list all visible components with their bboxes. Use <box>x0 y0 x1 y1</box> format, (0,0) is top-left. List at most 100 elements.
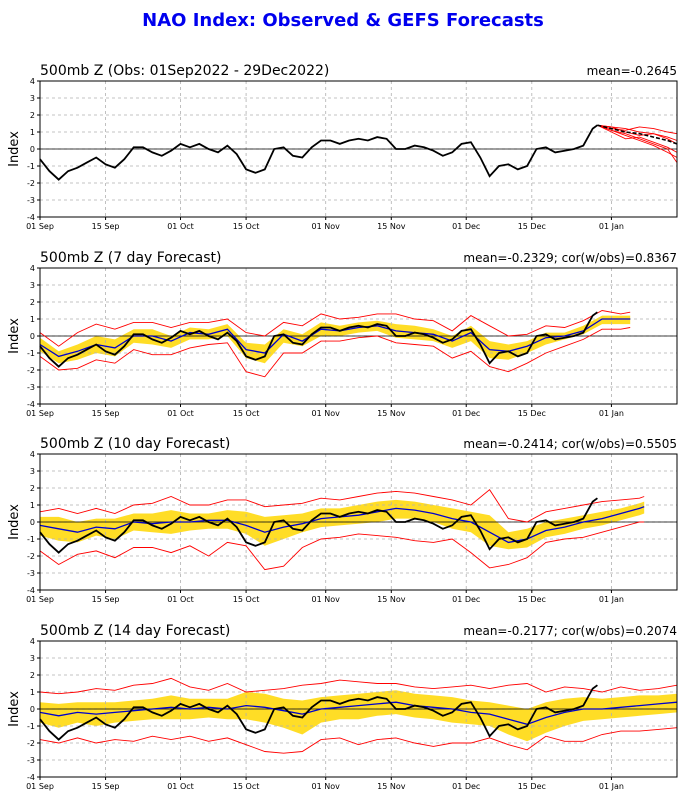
y-tick-label: -1 <box>27 162 35 171</box>
observed-line <box>39 497 598 554</box>
y-tick-label: 3 <box>30 281 35 290</box>
member-line <box>597 124 678 153</box>
y-tick-label: 4 <box>30 450 35 459</box>
y-tick-label: 3 <box>30 94 35 103</box>
chart-panel-4: -4 -3 -2 -1 0 1 2 3 4 01 Sep 15 Sep 01 Oct 15 Oct 01 … <box>7 623 678 791</box>
y-tick-label: -2 <box>27 179 35 188</box>
x-tick-label: 15 Oct <box>233 595 260 604</box>
x-tick-label: 01 Jan <box>599 409 624 418</box>
x-tick-label: 15 Nov <box>377 409 406 418</box>
x-tick-label: 15 Nov <box>377 222 406 231</box>
x-tick-label: 15 Nov <box>377 782 406 791</box>
x-tick-label: 01 Oct <box>167 409 194 418</box>
y-tick-label: -4 <box>27 400 35 409</box>
ensemble-spread-band <box>40 315 631 364</box>
y-axis-label: Index <box>7 504 22 540</box>
x-tick-label: 15 Oct <box>233 409 260 418</box>
y-tick-label: 4 <box>30 264 35 273</box>
panel-title: 500mb Z (10 day Forecast) <box>40 436 230 452</box>
y-tick-label: -3 <box>27 196 35 205</box>
y-tick-label: -4 <box>27 586 35 595</box>
y-tick-label: 2 <box>30 111 35 120</box>
y-tick-label: 3 <box>30 654 35 663</box>
y-tick-label: 2 <box>30 298 35 307</box>
x-tick-label: 15 Sep <box>92 409 120 418</box>
x-tick-label: 15 Oct <box>233 222 260 231</box>
y-tick-label: 0 <box>30 518 35 527</box>
panel-stats: mean=-0.2414; cor(w/obs)=0.5505 <box>463 437 677 451</box>
member-line <box>597 124 678 158</box>
page-title: NAO Index: Observed & GEFS Forecasts <box>142 10 544 31</box>
x-tick-label: 01 Nov <box>312 222 341 231</box>
y-tick-label: 4 <box>30 637 35 646</box>
y-tick-label: -2 <box>27 739 35 748</box>
chart-panel-3: -4 -3 -2 -1 0 1 2 3 4 01 Sep 15 Sep 01 Oct 15 Oct 01 … <box>7 436 678 604</box>
x-tick-label: 15 Sep <box>92 595 120 604</box>
chart-panel-2: -4 -3 -2 -1 0 1 2 3 4 01 Sep 15 Sep 01 Oct 15 Oct 01 … <box>7 250 678 418</box>
y-tick-label: -1 <box>27 722 35 731</box>
forecast-mean-line <box>39 506 645 544</box>
y-tick-label: -4 <box>27 213 35 222</box>
x-tick-label: 01 Sep <box>26 409 54 418</box>
members-lower-line <box>39 521 645 571</box>
x-tick-label: 01 Dec <box>452 782 480 791</box>
chart-panel-1: -4 -3 -2 -1 0 1 2 3 4 01 Sep 15 Sep 01 Oct 15 Oct 01 … <box>7 63 678 231</box>
panel-title: 500mb Z (Obs: 01Sep2022 - 29Dec2022) <box>40 63 329 79</box>
y-tick-label: -2 <box>27 366 35 375</box>
x-tick-label: 15 Dec <box>518 782 546 791</box>
x-tick-label: 01 Dec <box>452 595 480 604</box>
x-tick-label: 15 Nov <box>377 595 406 604</box>
y-tick-label: -3 <box>27 383 35 392</box>
y-tick-label: 2 <box>30 671 35 680</box>
x-tick-label: 01 Dec <box>452 409 480 418</box>
y-tick-label: 4 <box>30 77 35 86</box>
y-tick-label: -1 <box>27 535 35 544</box>
panel-stats: mean=-0.2329; cor(w/obs)=0.8367 <box>463 251 677 265</box>
y-tick-label: -3 <box>27 569 35 578</box>
x-tick-label: 01 Nov <box>312 409 341 418</box>
x-tick-label: 15 Dec <box>518 409 546 418</box>
y-axis-label: Index <box>7 131 22 167</box>
members-lower-line <box>39 727 678 754</box>
y-axis-label: Index <box>7 318 22 354</box>
x-tick-label: 01 Nov <box>312 595 341 604</box>
y-tick-label: 3 <box>30 467 35 476</box>
x-tick-label: 01 Jan <box>599 222 624 231</box>
x-tick-label: 01 Jan <box>599 595 624 604</box>
panel-stats: mean=-0.2177; cor(w/obs)=0.2074 <box>463 624 677 638</box>
y-tick-label: -2 <box>27 552 35 561</box>
x-tick-label: 15 Oct <box>233 782 260 791</box>
y-tick-label: 1 <box>30 688 35 697</box>
x-tick-label: 01 Oct <box>167 782 194 791</box>
y-tick-label: 0 <box>30 332 35 341</box>
x-tick-label: 15 Dec <box>518 222 546 231</box>
panel-stats: mean=-0.2645 <box>587 64 677 78</box>
members-upper-line <box>39 489 645 523</box>
y-tick-label: -1 <box>27 349 35 358</box>
members-upper-line <box>39 310 631 347</box>
y-tick-label: 1 <box>30 128 35 137</box>
members-lower-line <box>39 327 631 378</box>
y-axis-label: Index <box>7 691 22 727</box>
observed-line <box>39 124 598 181</box>
x-tick-label: 01 Jan <box>599 782 624 791</box>
y-tick-label: 1 <box>30 315 35 324</box>
members-upper-line <box>39 677 678 695</box>
x-tick-label: 01 Sep <box>26 595 54 604</box>
y-tick-label: 0 <box>30 705 35 714</box>
x-tick-label: 15 Sep <box>92 782 120 791</box>
x-tick-label: 01 Sep <box>26 222 54 231</box>
observed-line <box>39 311 598 368</box>
observed-line <box>39 684 598 741</box>
y-tick-label: 1 <box>30 501 35 510</box>
x-tick-label: 01 Oct <box>167 595 194 604</box>
y-tick-label: -3 <box>27 756 35 765</box>
x-tick-label: 15 Dec <box>518 595 546 604</box>
y-tick-label: -4 <box>27 773 35 782</box>
y-tick-label: 0 <box>30 145 35 154</box>
x-tick-label: 01 Oct <box>167 222 194 231</box>
x-tick-label: 01 Nov <box>312 782 341 791</box>
member-line <box>597 124 678 145</box>
panel-title: 500mb Z (7 day Forecast) <box>40 250 221 266</box>
